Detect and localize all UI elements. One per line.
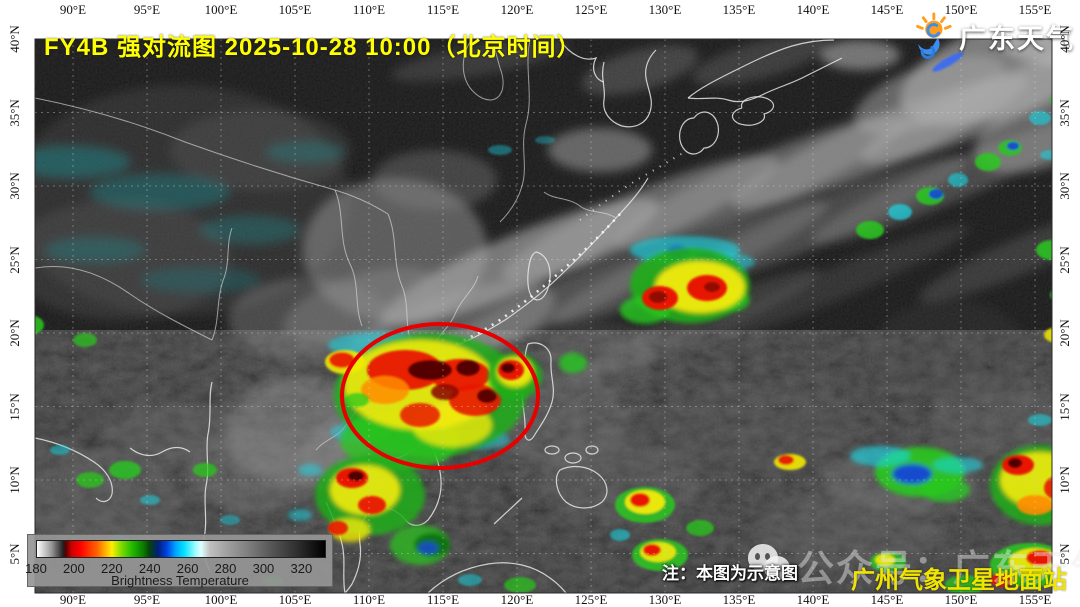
lon-label-top: 110°E [352,2,386,17]
lon-label-bottom: 150°E [944,592,978,607]
lon-label-bottom: 120°E [500,592,534,607]
convection-ellipse-east-cell [488,353,587,399]
lon-label-bottom: 135°E [722,592,756,607]
lat-label-left: 40°N [7,25,22,53]
lon-label-top: 145°E [870,2,904,17]
lon-label-top: 100°E [204,2,238,17]
lat-label-left: 25°N [7,245,22,274]
lat-label-left: 15°N [7,392,22,421]
lon-label-top: 150°E [944,2,978,17]
lon-label-top: 125°E [574,2,608,17]
lat-label-left: 20°N [7,319,22,347]
lat-label-left: 5°N [7,542,22,565]
lon-label-bottom: 90°E [59,592,87,607]
colorbar-tick: 280 [214,561,237,576]
lon-label-bottom: 100°E [204,592,238,607]
colorbar-tick: 320 [290,561,313,576]
station-credit: 广州气象卫星地面站 [851,567,1067,594]
map-title: FY4B 强对流图 2025-10-28 10:00（北京时间） [44,34,582,61]
lon-label-bottom: 105°E [278,592,312,607]
convection-sw-cluster [288,455,450,565]
lat-label-right: 15°N [1057,392,1072,421]
brand-logo: 广东天气 [905,10,1075,62]
lon-label-bottom: 110°E [352,592,386,607]
convection-diagonal-chain [856,52,1052,239]
lon-label-top: 155°E [1018,2,1052,17]
lat-label-left: 10°N [7,466,22,494]
lat-label-left: 30°N [7,172,22,200]
colorbar-tick: 240 [138,561,161,576]
lat-label-right: 30°N [1057,172,1072,200]
convection-luzon-ne-cluster [620,236,755,324]
lon-label-top: 140°E [796,2,830,17]
convection-highlight-ellipse [340,322,540,470]
brand-name: 广东天气 [959,23,1075,54]
cloud-layer [35,39,1052,570]
lon-label-bottom: 95°E [133,592,161,607]
lat-label-right: 20°N [1057,319,1072,347]
disclaimer-note: 注：本图为示意图 [662,564,798,583]
coastal-bright-clouds [441,213,621,352]
lat-label-left: 35°N [7,98,22,127]
lon-label-top: 90°E [59,2,87,17]
colorbar-label: Brightness Temperature [111,573,249,588]
lon-label-bottom: 140°E [796,592,830,607]
lat-label-right: 5°N [1057,542,1072,565]
lon-label-bottom: 130°E [648,592,682,607]
lon-label-top: 105°E [278,2,312,17]
colorbar-gradient [36,540,326,558]
lon-label-top: 120°E [500,2,534,17]
convection-philippines-cells [263,454,806,593]
lon-label-top: 130°E [648,2,682,17]
lon-label-bottom: 125°E [574,592,608,607]
lon-label-top: 115°E [426,2,460,17]
convection-right-edge-cells [1028,150,1052,426]
lon-label-bottom: 155°E [1018,592,1052,607]
lat-label-right: 25°N [1057,245,1072,274]
ghost-watermark-body [764,556,790,580]
colorbar-tick: 220 [100,561,123,576]
lon-label-bottom: 115°E [426,592,460,607]
sun-swirl-icon [916,12,952,59]
convection-main-cluster [325,332,526,470]
colorbar-tick: 300 [252,561,275,576]
lat-label-right: 40°N [1057,25,1072,53]
convection-se-mass [850,445,1052,525]
lat-label-right: 35°N [1057,98,1072,127]
lon-label-bottom: 145°E [870,592,904,607]
colorbar-tick: 200 [63,561,85,576]
wechat-watermark: 公众号：广东天气 [797,548,1080,589]
lat-label-right: 10°N [1057,466,1072,494]
lon-label-top: 95°E [133,2,161,17]
colorbar-tick: 180 [25,561,47,576]
colorbar-panel: 180 200 220 240 260 280 300 320 Brightness Temp… [25,534,333,588]
grid-lines [35,39,1052,593]
lon-label-top: 135°E [722,2,756,17]
colorbar-tick: 260 [176,561,199,576]
convection-bottom-right-cells [870,543,1052,593]
map-border [34,38,1053,594]
